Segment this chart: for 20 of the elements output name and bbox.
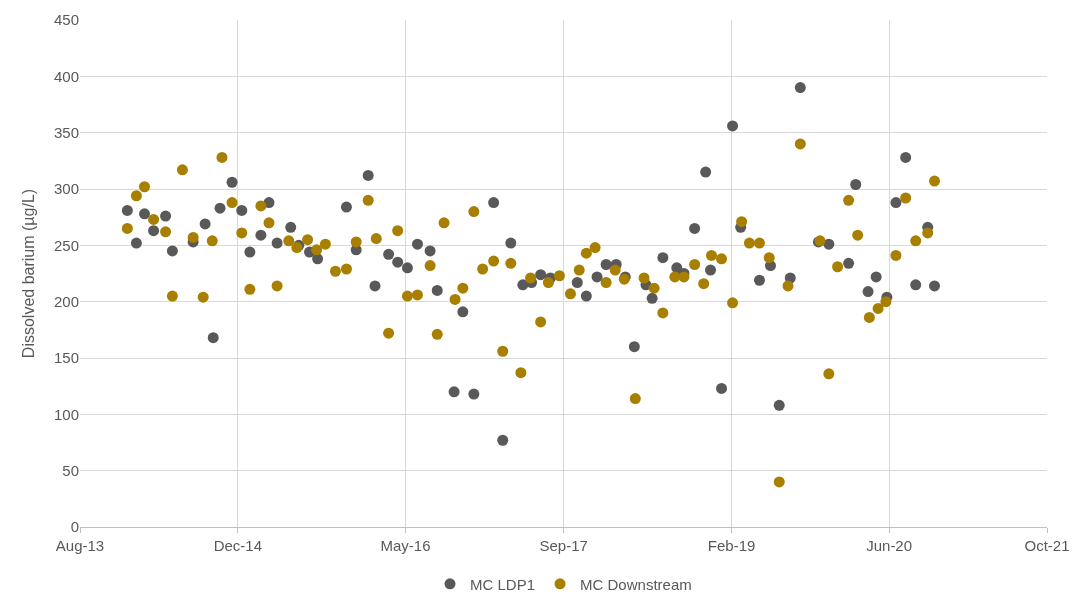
y-tick-label: 200 (53, 292, 79, 310)
x-tick-label: Aug-13 (55, 537, 105, 554)
x-tick-label: Sep-17 (539, 537, 588, 554)
y-tick-label: 300 (53, 180, 79, 198)
y-tick-label: 0 (70, 518, 79, 536)
x-tick-label: May-16 (380, 537, 431, 554)
legend-label: MC LDP1 (470, 575, 536, 593)
x-tick-label: Oct-21 (1024, 537, 1070, 554)
y-tick-label: 250 (53, 236, 79, 254)
y-tick-label: 100 (53, 405, 79, 423)
legend-label: MC Downstream (580, 575, 692, 593)
y-tick-label: 400 (53, 67, 79, 85)
x-tick-label: Dec-14 (213, 537, 263, 554)
y-tick-label: 350 (53, 123, 79, 141)
y-tick-label: 150 (53, 349, 79, 367)
y-tick-label: 50 (62, 461, 79, 479)
y-tick-label: 450 (53, 11, 79, 29)
x-tick-label: Feb-19 (707, 537, 756, 554)
x-tick-label: Jun-20 (866, 537, 913, 554)
y-axis-title: Dissolved barium (µg/L) (19, 188, 37, 359)
